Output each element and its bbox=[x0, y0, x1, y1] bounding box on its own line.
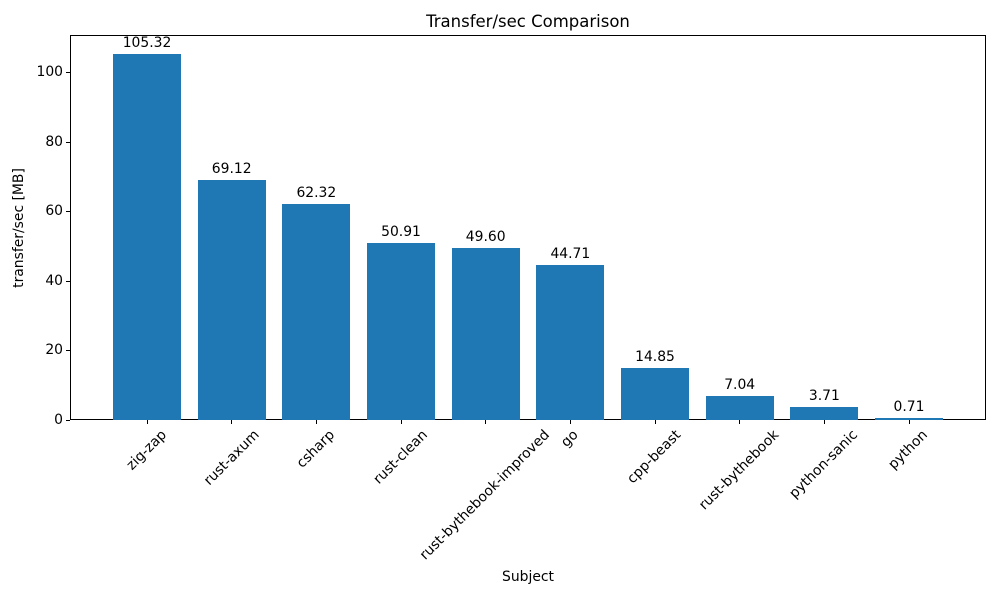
x-tick-mark bbox=[315, 420, 317, 424]
y-tick-label: 60 bbox=[45, 203, 63, 220]
x-axis-label: Subject bbox=[502, 569, 554, 585]
chart-title: Transfer/sec Comparison bbox=[426, 12, 630, 31]
y-tick-label: 40 bbox=[45, 272, 63, 289]
bar bbox=[282, 203, 351, 420]
y-tick-label: 80 bbox=[45, 133, 63, 150]
x-tick-mark bbox=[485, 420, 487, 424]
bar-value-label: 69.12 bbox=[211, 161, 252, 178]
bar-value-label: 49.60 bbox=[465, 228, 506, 245]
x-tick-label: rust-bythebook-improved bbox=[416, 427, 554, 564]
y-tick-label: 20 bbox=[45, 342, 63, 359]
bar bbox=[536, 264, 605, 420]
bar-value-label: 62.32 bbox=[296, 184, 337, 201]
x-tick-label: rust-clean bbox=[370, 427, 431, 488]
x-tick-label: go bbox=[558, 427, 582, 451]
bar bbox=[705, 395, 774, 420]
x-tick-label: csharp bbox=[293, 427, 338, 472]
bar-value-label: 7.04 bbox=[724, 376, 756, 393]
x-tick-label: cpp-beast bbox=[624, 427, 685, 487]
bar-value-label: 0.71 bbox=[893, 398, 925, 415]
bar bbox=[367, 243, 435, 420]
bar-value-label: 3.71 bbox=[808, 388, 840, 405]
x-tick-mark bbox=[569, 420, 571, 424]
x-tick-mark bbox=[739, 420, 741, 424]
x-tick-mark bbox=[231, 420, 233, 424]
bar bbox=[451, 247, 520, 420]
bar bbox=[113, 54, 181, 420]
x-tick-label: python bbox=[885, 427, 932, 473]
y-axis-label: transfer/sec [MB] bbox=[11, 168, 27, 288]
y-tick-mark bbox=[66, 419, 70, 421]
bar bbox=[621, 368, 689, 420]
x-tick-mark bbox=[823, 420, 825, 424]
y-tick-mark bbox=[66, 72, 70, 74]
x-tick-label: zig-zap bbox=[123, 427, 170, 474]
x-tick-label: rust-axum bbox=[200, 427, 263, 489]
y-tick-mark bbox=[66, 350, 70, 352]
x-tick-label: rust-bythebook bbox=[696, 427, 783, 514]
x-tick-mark bbox=[654, 420, 656, 424]
x-tick-mark bbox=[400, 420, 402, 424]
bar-value-label: 105.32 bbox=[122, 35, 172, 52]
x-tick-mark bbox=[146, 420, 148, 424]
x-tick-label: python-sanic bbox=[786, 427, 862, 502]
x-tick-mark bbox=[908, 420, 910, 424]
y-tick-mark bbox=[66, 280, 70, 282]
bar bbox=[790, 407, 859, 420]
bar bbox=[197, 180, 266, 420]
y-tick-mark bbox=[66, 211, 70, 213]
bar bbox=[875, 417, 943, 420]
bar-value-label: 14.85 bbox=[635, 349, 675, 366]
bar-value-label: 44.71 bbox=[550, 245, 591, 262]
bar-value-label: 50.91 bbox=[381, 224, 421, 241]
y-tick-label: 0 bbox=[54, 411, 63, 428]
y-tick-label: 100 bbox=[36, 64, 63, 81]
y-tick-mark bbox=[66, 141, 70, 143]
